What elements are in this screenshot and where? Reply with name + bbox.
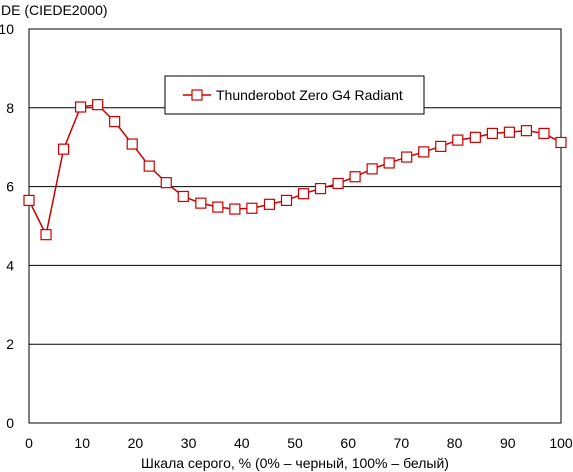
x-tick-label: 40 (234, 435, 250, 451)
data-point (503, 126, 515, 138)
data-point (383, 157, 395, 169)
legend-label: Thunderobot Zero G4 Radiant (216, 87, 403, 103)
data-point (229, 203, 241, 215)
data-point (40, 229, 52, 241)
y-tick-label: 10 (0, 21, 14, 37)
data-point (555, 136, 567, 149)
x-tick-label: 50 (287, 435, 303, 451)
data-point (452, 134, 464, 146)
data-point (212, 201, 224, 213)
data-point (195, 197, 207, 209)
data-point (486, 127, 498, 140)
legend: Thunderobot Zero G4 Radiant (164, 75, 425, 115)
x-tick-label: 60 (340, 435, 356, 451)
data-point (92, 99, 104, 111)
data-point (23, 194, 35, 206)
data-point (314, 182, 327, 195)
data-point (366, 163, 378, 175)
y-tick-label: 0 (6, 415, 14, 431)
data-point (280, 194, 293, 206)
data-point (177, 190, 189, 203)
y-tick-label: 2 (6, 336, 14, 352)
data-point (349, 171, 361, 183)
x-tick-label: 20 (128, 435, 144, 451)
x-tick-label: 70 (394, 435, 410, 451)
data-point (143, 160, 155, 172)
data-point (160, 177, 172, 189)
data-point (520, 125, 533, 137)
y-tick-label: 8 (6, 100, 14, 116)
data-point (297, 188, 310, 200)
series-layer (23, 99, 567, 241)
x-tick-label: 90 (500, 435, 516, 451)
x-tick-label: 30 (181, 435, 197, 451)
x-tick-label: 0 (25, 435, 33, 451)
data-point (435, 140, 447, 153)
series-line (28, 103, 562, 237)
data-point (263, 198, 276, 210)
legend-marker (191, 89, 203, 101)
data-point (401, 151, 413, 163)
data-point (538, 127, 550, 140)
x-axis-label: Шкала серого, % (0% – черный, 100% – бел… (141, 455, 449, 471)
data-point (126, 138, 138, 150)
data-point (469, 131, 481, 143)
y-tick-label: 4 (6, 257, 14, 273)
y-axis-label: DE (CIEDE2000) (1, 2, 108, 18)
x-tick-label: 80 (447, 435, 463, 451)
data-point (418, 146, 430, 158)
data-point (332, 177, 344, 190)
data-point (75, 101, 87, 113)
plot-area-frame (28, 28, 562, 424)
x-tick-label: 100 (549, 435, 573, 451)
data-point (57, 143, 70, 155)
x-tick-label: 10 (74, 435, 90, 451)
data-point (109, 115, 121, 128)
data-point (246, 202, 258, 214)
y-tick-label: 6 (6, 179, 14, 195)
